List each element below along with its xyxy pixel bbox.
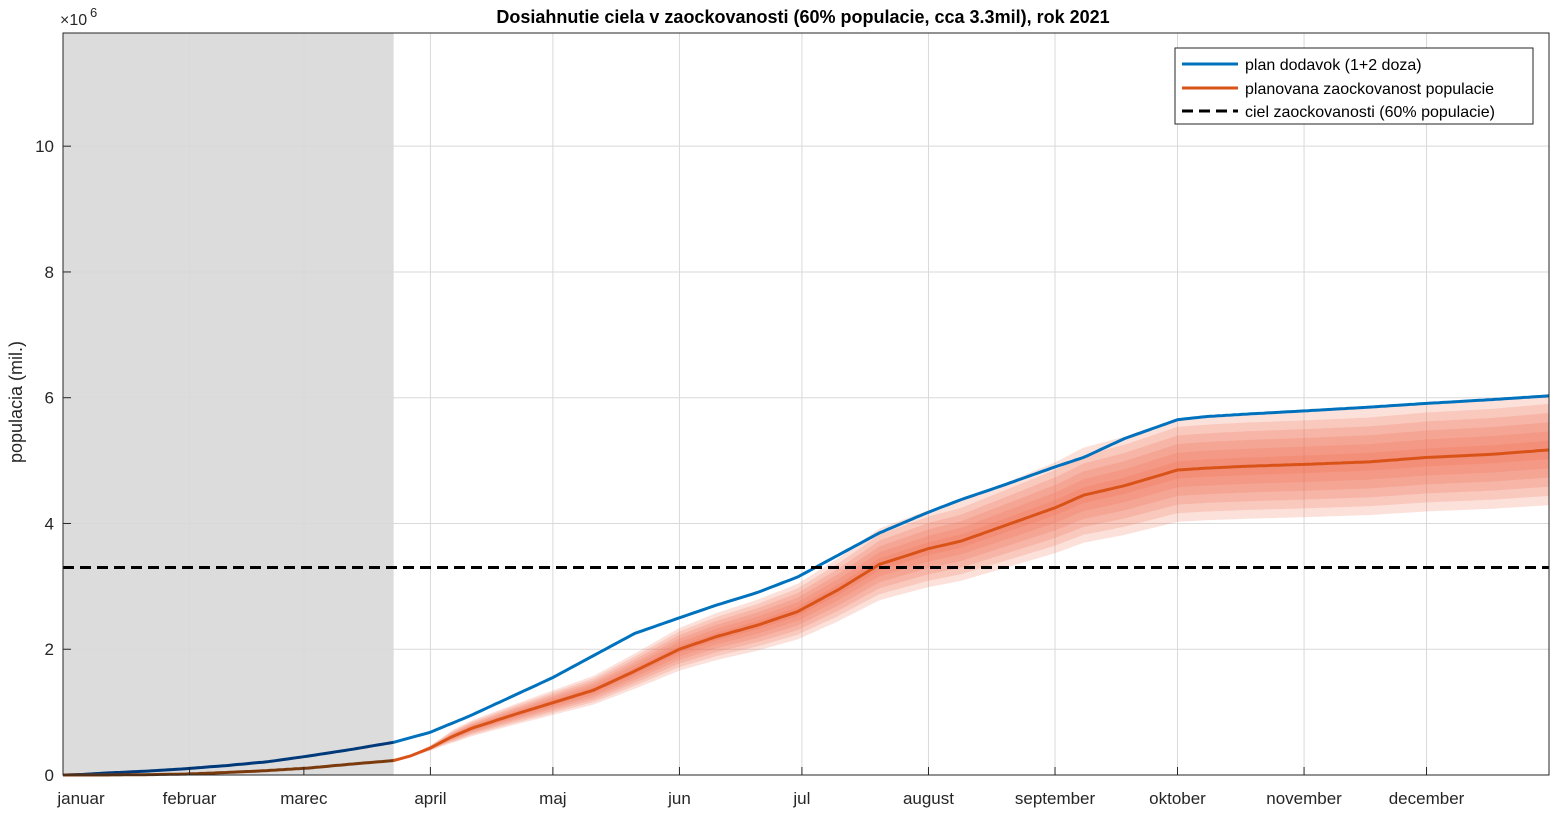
y-tick-labels: 0 2 4 6 8 10	[35, 137, 54, 785]
series-plan-past-line	[62, 740, 394, 777]
uncertainty-band-level	[393, 394, 1550, 761]
x-tick-label: december	[1389, 789, 1465, 808]
legend-label-plan: plan dodavok (1+2 doza)	[1245, 57, 1422, 74]
grid-lines	[63, 33, 1549, 775]
series-plan-line	[393, 394, 1550, 744]
x-tick-label: oktober	[1149, 789, 1206, 808]
y-exponent-power: 6	[90, 5, 97, 20]
y-tick-label: 10	[35, 137, 54, 156]
uncertainty-band-level	[393, 413, 1550, 761]
x-tick-label: april	[414, 789, 446, 808]
series-planned-vaccination-line	[393, 448, 1550, 762]
past-period-shade	[63, 33, 394, 775]
chart-title: Dosiahnutie ciela v zaockovanosti (60% p…	[496, 7, 1109, 27]
x-tick-label: august	[903, 789, 954, 808]
shaded-past-region	[63, 33, 394, 775]
uncertainty-band-level	[393, 403, 1550, 761]
x-tick-labels: januar februar marec april maj jun jul august se…	[56, 789, 1464, 808]
x-tick-label: september	[1015, 789, 1096, 808]
legend: plan dodavok (1+2 doza) planovana zaocko…	[1174, 47, 1534, 125]
y-tick-label: 6	[45, 389, 54, 408]
y-tick-label: 2	[45, 640, 54, 659]
x-tick-label: jul	[792, 789, 810, 808]
x-tick-label: maj	[539, 789, 566, 808]
x-tick-label: januar	[56, 789, 105, 808]
uncertainty-band	[393, 394, 1550, 761]
y-axis-label: populacia (mil.)	[6, 341, 26, 463]
x-tick-label: jun	[667, 789, 691, 808]
x-tick-label: marec	[280, 789, 328, 808]
axes-frame	[62, 32, 1550, 776]
y-exponent-prefix: ×10	[60, 12, 87, 29]
x-tick-label: februar	[163, 789, 217, 808]
x-tick-label: november	[1266, 789, 1342, 808]
y-tick-label: 0	[45, 766, 54, 785]
axes-box	[62, 32, 1550, 776]
legend-label-target: ciel zaockovanosti (60% populacie)	[1245, 104, 1495, 121]
legend-label-planned-vaccination: planovana zaockovanost populacie	[1245, 81, 1494, 98]
y-tick-label: 4	[45, 514, 54, 533]
y-tick-label: 8	[45, 263, 54, 282]
uncertainty-band-level	[393, 431, 1550, 761]
